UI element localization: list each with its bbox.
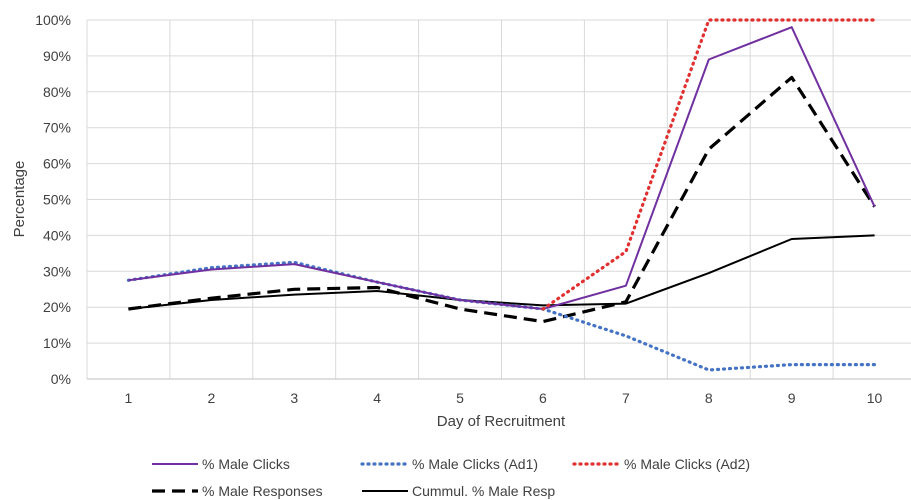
series-line <box>128 234 875 310</box>
y-tick-label: 30% <box>43 263 71 279</box>
y-tick-label: 50% <box>43 192 71 208</box>
legend: % Male Clicks % Male Clicks (Ad1) % Male C… <box>152 456 750 499</box>
legend-label: Cummul. % Male Resp <box>412 483 555 499</box>
y-tick-label: 90% <box>43 48 71 64</box>
y-tick-label: 10% <box>43 335 71 351</box>
x-tick-label: 10 <box>867 390 883 406</box>
y-tick-label: 100% <box>35 12 71 28</box>
x-tick-label: 4 <box>373 390 381 406</box>
x-tick-label: 3 <box>290 390 298 406</box>
y-tick-label: 20% <box>43 299 71 315</box>
series-line <box>541 18 877 311</box>
gridlines <box>86 19 911 379</box>
y-axis-tick-labels: 0% 10% 20% 30% 40% 50% 60% 70% 80% 90% 100% <box>35 12 71 387</box>
x-tick-label: 2 <box>207 390 215 406</box>
y-tick-label: 60% <box>43 156 71 172</box>
legend-label: % Male Clicks (Ad1) <box>412 456 538 472</box>
x-tick-label: 6 <box>539 390 547 406</box>
y-tick-label: 70% <box>43 120 71 136</box>
series-lines <box>126 18 877 372</box>
legend-label: % Male Clicks (Ad2) <box>624 456 750 472</box>
series-line <box>128 26 876 310</box>
y-axis-label: Percentage <box>11 161 28 238</box>
series-line <box>128 75 876 324</box>
y-tick-label: 80% <box>43 84 71 100</box>
legend-label: % Male Responses <box>202 483 323 499</box>
x-tick-label: 8 <box>705 390 713 406</box>
x-tick-label: 1 <box>125 390 133 406</box>
legend-label: % Male Clicks <box>202 456 290 472</box>
x-tick-label: 9 <box>788 390 796 406</box>
y-tick-label: 0% <box>51 371 71 387</box>
y-tick-label: 40% <box>43 227 71 243</box>
x-tick-label: 7 <box>622 390 630 406</box>
x-axis-tick-labels: 1 2 3 4 5 6 7 8 9 10 <box>125 390 883 406</box>
x-tick-label: 5 <box>456 390 464 406</box>
x-axis-label: Day of Recruitment <box>437 413 566 430</box>
